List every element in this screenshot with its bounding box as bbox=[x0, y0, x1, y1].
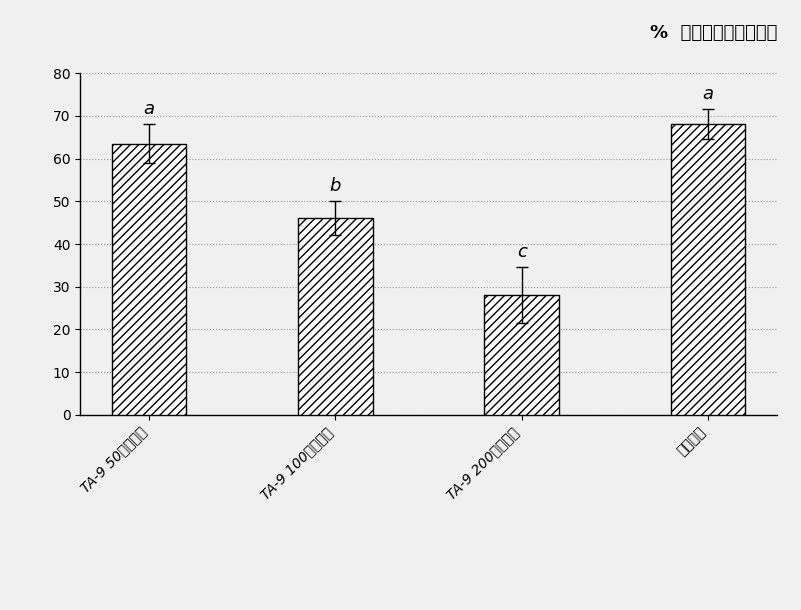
Text: a: a bbox=[143, 100, 155, 118]
Text: c: c bbox=[517, 243, 526, 261]
Bar bbox=[112, 143, 187, 415]
Text: a: a bbox=[702, 85, 714, 103]
Text: %  对水稻稻曲病的防效: % 对水稻稻曲病的防效 bbox=[650, 24, 777, 43]
Text: b: b bbox=[330, 177, 341, 195]
Bar bbox=[298, 218, 372, 415]
Bar bbox=[485, 295, 559, 415]
Bar bbox=[670, 124, 745, 415]
